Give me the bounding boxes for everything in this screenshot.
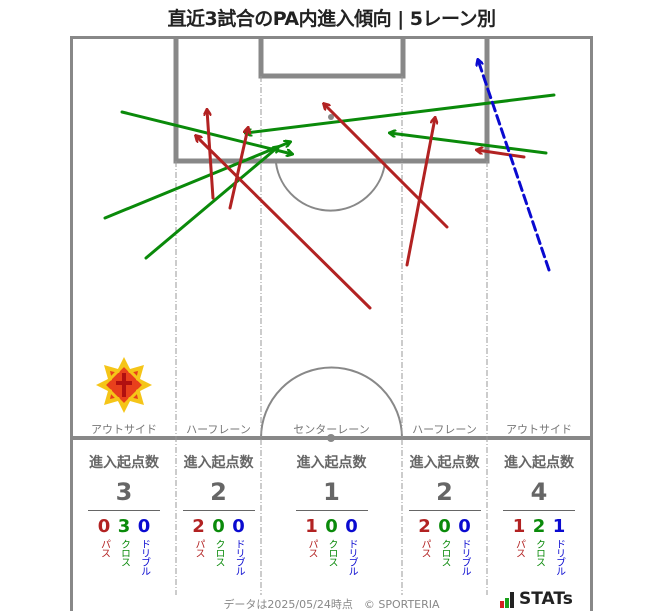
team-emblem-icon <box>96 357 152 413</box>
divider <box>88 510 160 511</box>
dribble-label: ドリブル <box>346 539 357 575</box>
pass-label: パス <box>513 539 525 557</box>
lane-stats-halfspace-left: 進入起点数 2 2 パス 0 クロス 0 ドリブル <box>176 452 261 575</box>
stat-total: 1 <box>323 478 340 506</box>
cross-arrow <box>390 133 548 155</box>
stats-logo-text: STATs <box>519 589 573 609</box>
divider <box>408 510 481 511</box>
stats-logo: STATs <box>500 590 573 608</box>
cross-label: クロス <box>213 539 224 566</box>
entry-arrows <box>103 60 556 310</box>
cross-count: 0 <box>325 516 338 537</box>
lane-label-outside-right: アウトサイド <box>506 423 572 436</box>
dribble-count: 0 <box>137 516 151 537</box>
lane-label-outside-left: アウトサイド <box>91 423 157 436</box>
stat-total: 4 <box>530 478 548 506</box>
pass-count: 2 <box>192 516 205 537</box>
stat-heading: 進入起点数 <box>504 455 574 471</box>
pass-label: パス <box>419 539 430 557</box>
bar-chart-icon <box>500 592 514 608</box>
lane-dividers <box>175 76 488 595</box>
lane-stats-outside-right: 進入起点数 4 1 パス 2 クロス 1 ドリブル <box>487 452 591 575</box>
center-spot <box>327 434 335 442</box>
lane-stats-center: 進入起点数 1 1 パス 0 クロス 0 ドリブル <box>261 452 402 575</box>
cross-label: クロス <box>118 539 130 566</box>
data-date-note: データは2025/05/24時点 © SPORTERIA <box>223 598 440 611</box>
penalty-area <box>173 37 490 164</box>
pass-arrow <box>228 128 248 210</box>
pass-arrow <box>324 104 449 229</box>
divider <box>182 510 255 511</box>
lane-stats-halfspace-right: 進入起点数 2 2 パス 0 クロス 0 ドリブル <box>402 452 487 575</box>
cross-label: クロス <box>439 539 450 566</box>
pitch-outline <box>70 36 593 611</box>
stat-heading: 進入起点数 <box>183 455 254 471</box>
stat-total: 3 <box>115 478 133 506</box>
divider <box>503 510 575 511</box>
dribble-count: 0 <box>345 516 358 537</box>
stat-heading: 進入起点数 <box>296 455 367 471</box>
chart-title: 直近3試合のPA内進入傾向 | 5レーン別 <box>167 8 496 30</box>
dribble-label: ドリブル <box>233 539 244 575</box>
pass-arrow <box>196 136 372 310</box>
lane-stats-outside-left: 進入起点数 3 0 パス 3 クロス 0 ドリブル <box>72 452 176 575</box>
pass-arrow <box>207 110 215 200</box>
dribble-arrow <box>478 60 551 272</box>
pass-count: 0 <box>97 516 111 537</box>
pass-count: 1 <box>305 516 318 537</box>
penalty-spot <box>328 114 334 120</box>
cross-count: 0 <box>438 516 451 537</box>
stat-heading: 進入起点数 <box>409 455 480 471</box>
dribble-label: ドリブル <box>553 539 565 575</box>
cross-count: 0 <box>212 516 225 537</box>
stat-total: 2 <box>210 478 227 506</box>
pass-label: パス <box>98 539 110 557</box>
dribble-count: 0 <box>232 516 245 537</box>
cross-count: 3 <box>117 516 131 537</box>
pass-arrow <box>477 150 526 159</box>
lane-label-center: センターレーン <box>293 423 370 436</box>
goal-area <box>258 37 406 79</box>
penalty-arc <box>275 162 386 212</box>
pass-label: パス <box>306 539 317 557</box>
cross-arrow <box>103 142 290 220</box>
divider <box>295 510 368 511</box>
center-circle <box>260 366 403 439</box>
pass-label: パス <box>193 539 204 557</box>
dribble-label: ドリブル <box>459 539 470 575</box>
cross-arrow <box>144 147 278 260</box>
pass-arrow <box>405 118 435 267</box>
cross-arrow <box>120 110 292 154</box>
pass-count: 2 <box>418 516 431 537</box>
dribble-label: ドリブル <box>138 539 150 575</box>
cross-label: クロス <box>326 539 337 566</box>
dribble-count: 0 <box>458 516 471 537</box>
cross-label: クロス <box>533 539 545 566</box>
stat-heading: 進入起点数 <box>89 455 159 471</box>
pass-count: 1 <box>512 516 526 537</box>
lane-label-halfspace-right: ハーフレーン <box>412 423 477 436</box>
lane-label-halfspace-left: ハーフレーン <box>186 423 251 436</box>
cross-arrow <box>246 93 556 133</box>
stat-total: 2 <box>436 478 453 506</box>
dribble-count: 1 <box>552 516 566 537</box>
cross-count: 2 <box>532 516 546 537</box>
